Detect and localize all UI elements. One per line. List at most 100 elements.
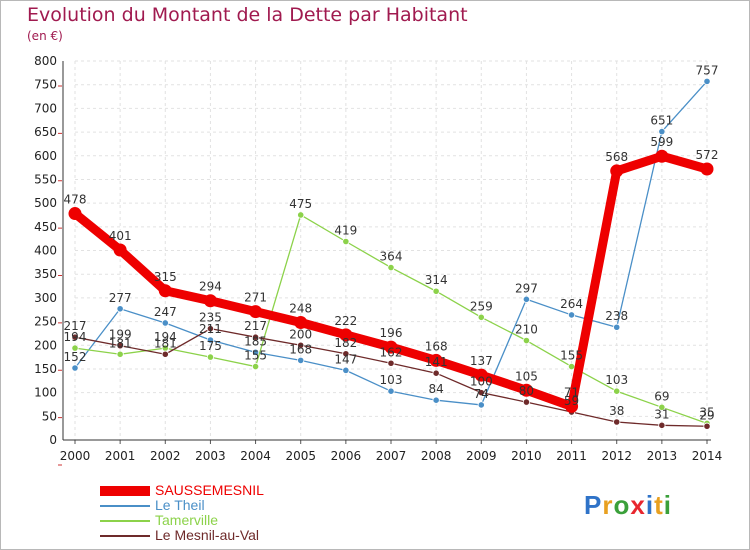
- x-tick-label: 2003: [195, 449, 226, 463]
- data-label: 59: [564, 394, 579, 408]
- x-tick-label: 2014: [692, 449, 723, 463]
- data-label: 572: [696, 148, 719, 162]
- logo-letter: i: [663, 490, 672, 520]
- logo-letter: i: [645, 490, 655, 520]
- x-tick-label: 2010: [511, 449, 542, 463]
- data-label: 210: [515, 323, 538, 337]
- data-label: 103: [380, 373, 403, 387]
- data-point: [522, 398, 531, 406]
- data-point: [703, 77, 711, 85]
- data-label: 475: [289, 197, 312, 211]
- axes: 0 50 100 150 200 250 300 350 400 450 500 550 600 650 7…: [34, 54, 723, 466]
- data-point: [297, 211, 305, 219]
- x-tick-label: 2007: [376, 449, 407, 463]
- data-label: 259: [470, 299, 493, 313]
- data-label: 199: [109, 328, 132, 342]
- data-point: [161, 350, 169, 358]
- y-tick-label: 550: [34, 172, 57, 186]
- x-tick-label: 2000: [60, 449, 91, 463]
- data-point: [203, 294, 217, 308]
- data-point: [116, 342, 124, 350]
- data-label: 185: [244, 334, 267, 348]
- logo-letter: r: [602, 490, 614, 520]
- data-point: [658, 403, 666, 411]
- data-label: 222: [334, 314, 357, 328]
- y-tick-label: 250: [34, 315, 57, 329]
- data-point: [294, 316, 308, 330]
- legend-swatch: [100, 535, 150, 537]
- data-point: [206, 336, 215, 344]
- y-tick-label: 700: [34, 101, 57, 115]
- data-label: 364: [380, 250, 403, 264]
- data-label: 651: [650, 114, 673, 128]
- x-tick-label: 2006: [331, 449, 362, 463]
- data-label: 211: [199, 322, 222, 336]
- data-label: 217: [64, 319, 87, 333]
- data-point: [342, 350, 350, 358]
- data-label: 271: [244, 291, 267, 305]
- data-point: [432, 369, 440, 377]
- x-tick-label: 2011: [556, 449, 587, 463]
- x-tick-label: 2009: [466, 449, 497, 463]
- data-label: 168: [425, 339, 448, 353]
- data-label: 105: [515, 369, 538, 383]
- data-point: [297, 341, 305, 349]
- data-label: 35: [699, 405, 714, 419]
- data-label: 69: [654, 389, 669, 403]
- data-point: [658, 127, 666, 136]
- data-label: 181: [109, 336, 132, 350]
- x-tick-label: 2004: [240, 449, 271, 463]
- data-point: [297, 356, 305, 365]
- data-point: [477, 313, 485, 321]
- data-point: [567, 362, 576, 371]
- data-point: [71, 344, 79, 352]
- data-point: [68, 207, 82, 221]
- data-label: 314: [425, 273, 448, 287]
- data-point: [477, 401, 485, 409]
- y-tick-label: 600: [34, 149, 57, 163]
- data-label: 419: [334, 223, 357, 237]
- y-tick-label: 300: [34, 291, 57, 305]
- data-point: [158, 284, 172, 298]
- data-point: [339, 328, 353, 342]
- data-label: 194: [154, 330, 177, 344]
- y-tick-label: 50: [42, 409, 57, 423]
- data-label: 248: [289, 302, 312, 316]
- chart-unit-label: (en €): [27, 29, 63, 43]
- data-point: [116, 305, 124, 313]
- data-label: 478: [64, 193, 87, 207]
- data-label: 80: [519, 384, 534, 398]
- data-point: [387, 359, 395, 367]
- data-point: [113, 243, 127, 257]
- data-label: 155: [244, 349, 267, 363]
- legend-label: SAUSSEMESNIL: [155, 482, 264, 498]
- data-point: [71, 364, 79, 372]
- data-label: 235: [199, 311, 222, 325]
- legend-label: Tamerville: [155, 512, 219, 528]
- data-point: [161, 319, 169, 327]
- data-label: 71: [564, 385, 579, 399]
- logo-letter: P: [584, 490, 603, 520]
- y-tick-label: 100: [34, 386, 57, 400]
- data-point: [519, 383, 533, 397]
- data-label: 294: [199, 280, 222, 294]
- data-label: 100: [470, 375, 493, 389]
- data-label: 196: [380, 326, 403, 340]
- data-label: 264: [560, 297, 583, 311]
- data-point: [613, 323, 621, 331]
- data-label: 152: [64, 350, 87, 364]
- y-tick-label: 650: [34, 125, 57, 139]
- data-label: 74: [474, 387, 489, 401]
- data-point: [703, 422, 711, 430]
- legend-label: Le Theil: [155, 497, 205, 513]
- y-tick-label: 450: [34, 220, 57, 234]
- data-point: [700, 162, 714, 176]
- legend-label: Le Mesnil-au-Val: [155, 527, 260, 543]
- data-label: 155: [560, 349, 583, 363]
- data-point: [477, 389, 485, 397]
- data-label: 315: [154, 270, 177, 284]
- data-point: [249, 305, 263, 319]
- logo-letter: o: [613, 490, 631, 520]
